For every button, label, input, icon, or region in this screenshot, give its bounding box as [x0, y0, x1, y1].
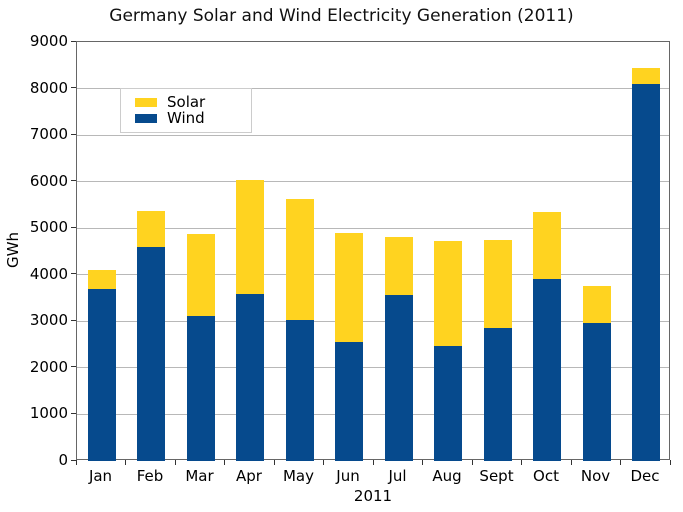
x-tick-label-jun: Jun [336, 467, 360, 485]
bar-solar-nov [582, 285, 611, 324]
legend-row-solar: Solar [135, 95, 241, 110]
bar-wind-jun [335, 342, 364, 461]
x-tick-mark-6 [372, 460, 374, 465]
y-tick-label-3000: 3000 [29, 311, 68, 330]
bar-solar-aug [434, 241, 463, 346]
y-tick-label-1000: 1000 [29, 404, 68, 423]
bar-wind-apr [236, 294, 265, 461]
y-tick-label-0: 0 [58, 451, 68, 469]
x-tick-label-dec: Dec [630, 467, 660, 485]
bar-wind-feb [137, 246, 166, 461]
bar-wind-dec [632, 83, 661, 461]
gridline-7000 [77, 134, 669, 136]
bar-solar-apr [236, 180, 265, 295]
bar-solar-oct [533, 212, 562, 280]
legend-label-solar: Solar [167, 93, 206, 111]
y-axis-title: GWh [4, 232, 22, 269]
x-tick-mark-0 [75, 460, 77, 465]
x-tick-mark-7 [422, 460, 423, 465]
bar-solar-dec [632, 67, 661, 84]
y-tick-mark-5000 [71, 226, 76, 228]
gridline-8000 [77, 88, 669, 90]
legend-label-wind: Wind [167, 109, 205, 127]
y-tick-label-9000: 9000 [29, 32, 68, 50]
x-tick-label-mar: Mar [185, 467, 214, 485]
y-tick-label-6000: 6000 [29, 171, 68, 190]
bar-wind-sept [483, 327, 512, 461]
y-tick-label-8000: 8000 [29, 78, 68, 97]
gridline-5000 [77, 227, 669, 229]
y-tick-label-2000: 2000 [29, 357, 68, 376]
chart-title: Germany Solar and Wind Electricity Gener… [109, 6, 574, 26]
bar-solar-jul [384, 236, 413, 295]
x-tick-mark-3 [224, 460, 225, 465]
x-tick-label-may: May [282, 467, 314, 485]
x-axis-title: 2011 [353, 487, 393, 505]
y-tick-label-7000: 7000 [29, 125, 68, 144]
x-tick-label-oct: Oct [533, 467, 559, 485]
x-tick-label-sept: Sept [479, 467, 514, 485]
gridline-3000 [77, 320, 669, 322]
x-tick-mark-9 [521, 460, 522, 465]
bar-solar-sept [483, 240, 512, 328]
x-tick-mark-10 [570, 460, 572, 465]
bar-solar-jun [335, 232, 364, 343]
bar-solar-mar [186, 234, 215, 316]
gridline-1000 [77, 413, 669, 415]
y-tick-mark-9000 [71, 40, 76, 42]
x-tick-mark-5 [323, 460, 324, 465]
bar-wind-mar [186, 315, 215, 461]
y-tick-mark-0 [71, 459, 76, 461]
x-tick-label-aug: Aug [432, 467, 462, 485]
legend-row-wind: Wind [135, 111, 241, 126]
x-tick-label-jul: Jul [388, 467, 407, 485]
x-tick-label-feb: Feb [136, 467, 164, 485]
y-tick-label-5000: 5000 [29, 218, 68, 237]
y-tick-mark-2000 [71, 366, 76, 368]
bar-solar-jan [87, 270, 116, 289]
bar-wind-jul [384, 294, 413, 461]
x-tick-mark-1 [125, 460, 126, 465]
bar-solar-feb [137, 211, 166, 247]
gridline-4000 [77, 274, 669, 276]
x-tick-mark-12 [669, 460, 671, 465]
bar-wind-nov [582, 323, 611, 461]
bar-solar-may [285, 198, 314, 321]
bar-wind-jan [87, 288, 116, 461]
x-tick-mark-8 [471, 460, 473, 465]
plot-area [76, 41, 670, 461]
legend-swatch-solar-icon [135, 98, 157, 107]
gridline-2000 [77, 367, 669, 369]
x-tick-mark-2 [174, 460, 176, 465]
bar-wind-oct [533, 279, 562, 461]
y-tick-mark-7000 [71, 133, 76, 135]
legend: Solar Wind [120, 88, 252, 133]
y-tick-mark-1000 [71, 412, 76, 414]
x-tick-label-nov: Nov [580, 467, 611, 485]
y-tick-mark-8000 [71, 87, 76, 89]
y-tick-mark-3000 [71, 319, 76, 321]
y-tick-mark-4000 [71, 273, 76, 275]
x-tick-label-apr: Apr [236, 467, 262, 485]
x-tick-mark-4 [273, 460, 275, 465]
bar-wind-may [285, 320, 314, 461]
y-tick-label-4000: 4000 [29, 264, 68, 283]
bar-wind-aug [434, 345, 463, 461]
x-tick-label-jan: Jan [88, 467, 113, 485]
y-tick-mark-6000 [71, 180, 76, 182]
x-tick-mark-11 [620, 460, 621, 465]
legend-swatch-wind-icon [135, 114, 157, 123]
gridline-6000 [77, 181, 669, 183]
